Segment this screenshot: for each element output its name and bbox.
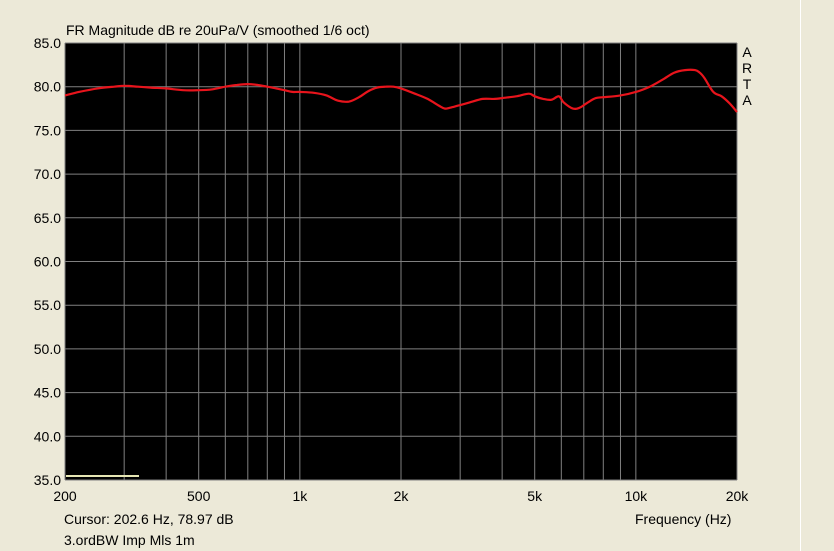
window-border — [800, 0, 801, 551]
y-tick-label: 65.0 — [34, 210, 61, 226]
y-tick-label: 35.0 — [34, 472, 61, 488]
y-tick-label: 45.0 — [34, 385, 61, 401]
brand-letter: R — [741, 60, 753, 76]
x-tick-label: 500 — [187, 488, 211, 504]
trace-layer — [64, 68, 738, 113]
x-tick-label: 10k — [625, 488, 649, 504]
x-tick-label: 2k — [394, 488, 410, 504]
y-tick-label: 50.0 — [34, 341, 61, 357]
grid — [64, 42, 738, 481]
x-tick-label: 1k — [292, 488, 308, 504]
brand-letter: T — [742, 76, 752, 92]
brand-letter: A — [742, 44, 752, 60]
cursor-readout: Cursor: 202.6 Hz, 78.97 dB — [64, 511, 234, 527]
fr-magnitude-trace — [64, 68, 738, 113]
x-axis-label: Frequency (Hz) — [635, 511, 732, 527]
y-tick-label: 75.0 — [34, 122, 61, 138]
y-tick-label: 55.0 — [34, 297, 61, 313]
x-tick-label: 5k — [527, 488, 543, 504]
y-tick-label: 60.0 — [34, 254, 61, 270]
y-tick-label: 70.0 — [34, 166, 61, 182]
arta-brand-logo: A R T A — [740, 44, 754, 108]
chart-title: FR Magnitude dB re 20uPa/V (smoothed 1/6… — [66, 22, 370, 38]
x-tick-label: 20k — [726, 488, 750, 504]
brand-letter: A — [742, 92, 752, 108]
y-tick-label: 80.0 — [34, 79, 61, 95]
y-tick-label: 40.0 — [34, 428, 61, 444]
measurement-name: 3.ordBW Imp Mls 1m — [64, 532, 195, 548]
tick-labels: 35.0 40.0 45.0 50.0 55.0 60.0 65.0 70.0 75.0 80.0… — [34, 35, 750, 504]
x-tick-label: 200 — [53, 488, 77, 504]
y-tick-label: 85.0 — [34, 35, 61, 51]
